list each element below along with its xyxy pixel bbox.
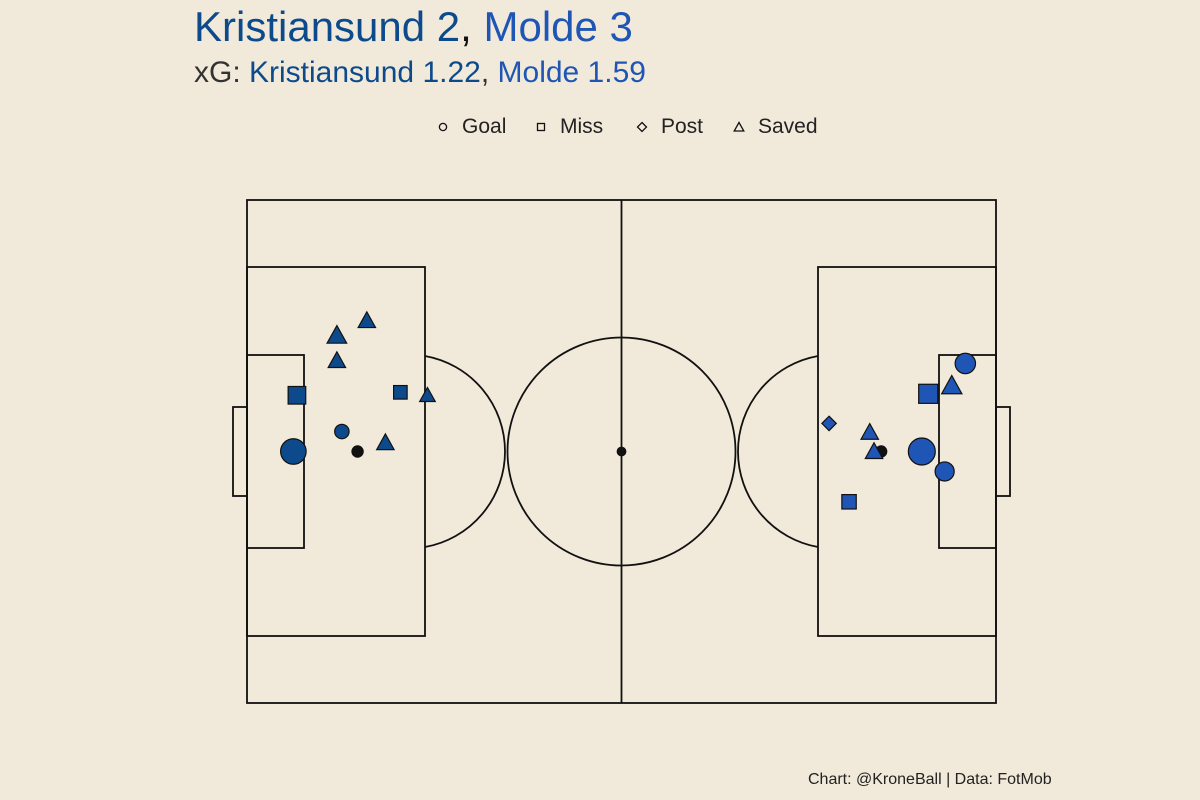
legend-circle-icon	[438, 122, 448, 132]
chart-title: Kristiansund 2, Molde 3	[194, 2, 633, 52]
legend: Goal Miss Post Saved	[0, 110, 1200, 144]
right-goal	[995, 406, 1011, 497]
legend-item-saved: Saved	[733, 110, 818, 144]
legend-label: Post	[661, 115, 704, 138]
left-penalty-area	[246, 266, 426, 637]
legend-triangle-icon	[733, 121, 745, 132]
legend-item-miss: Miss	[535, 110, 603, 144]
shot-molde-6	[821, 415, 838, 432]
legend-label: Goal	[462, 115, 507, 138]
title-away: Molde 3	[483, 3, 633, 50]
shot-kristiansund-5	[357, 310, 377, 329]
shot-molde-4	[841, 494, 857, 510]
right-penalty-arc	[737, 355, 819, 548]
subtitle-away: Molde 1.59	[497, 56, 646, 89]
legend-item-goal: Goal	[437, 110, 506, 144]
chart-subtitle: xG: Kristiansund 1.22, Molde 1.59	[194, 54, 646, 92]
legend-square-icon	[536, 122, 546, 132]
shot-kristiansund-9	[418, 386, 437, 403]
shot-kristiansund-7	[326, 324, 348, 344]
shot-molde-8	[860, 422, 880, 440]
centre-spot	[616, 446, 627, 457]
shot-molde-1	[934, 461, 955, 482]
shot-kristiansund-3	[287, 385, 307, 405]
legend-diamond-icon	[636, 121, 648, 133]
title-home: Kristiansund 2	[194, 3, 461, 50]
chart-credit: Chart: @KroneBall | Data: FotMob	[808, 771, 1052, 788]
subtitle-separator: ,	[480, 56, 490, 89]
shot-kristiansund-2	[334, 423, 350, 440]
centre-circle	[506, 336, 737, 567]
shot-molde-0	[907, 437, 936, 466]
title-separator: ,	[460, 3, 472, 50]
legend-label: Miss	[560, 115, 604, 138]
legend-item-post: Post	[636, 110, 703, 144]
shot-molde-5	[918, 383, 939, 404]
right-penalty-area	[817, 266, 997, 637]
left-penalty-arc	[424, 355, 506, 548]
shot-molde-2	[954, 352, 977, 375]
shot-kristiansund-1	[351, 445, 364, 458]
shot-kristiansund-4	[392, 384, 408, 400]
shot-kristiansund-0	[280, 438, 307, 465]
shot-molde-7	[864, 441, 884, 460]
shot-kristiansund-6	[327, 350, 347, 369]
shot-molde-9	[940, 374, 963, 395]
shot-kristiansund-8	[375, 432, 396, 451]
legend-label: Saved	[758, 115, 818, 138]
subtitle-home: Kristiansund 1.22	[249, 56, 481, 89]
left-goal	[232, 406, 248, 497]
subtitle-prefix: xG:	[194, 56, 241, 89]
